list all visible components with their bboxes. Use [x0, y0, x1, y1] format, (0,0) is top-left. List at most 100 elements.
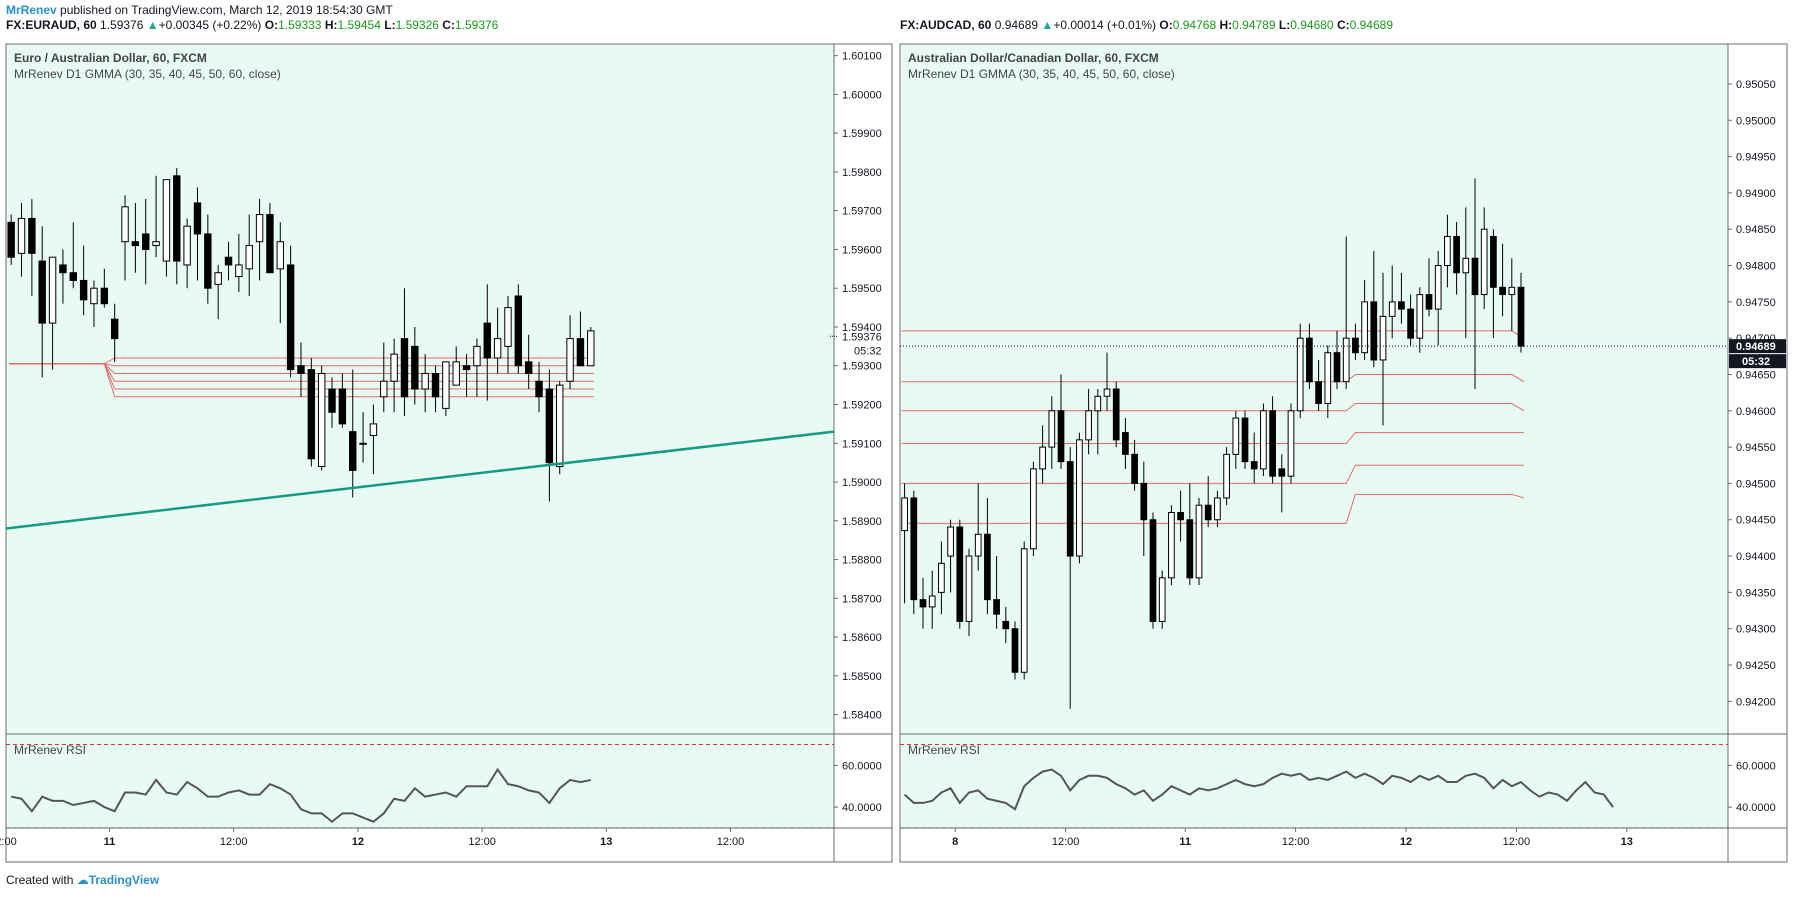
x-tick-label: 13 — [600, 836, 612, 848]
candle — [276, 241, 284, 270]
candle — [1490, 235, 1497, 288]
y-tick-label: 0.94600 — [1736, 406, 1776, 418]
charts-canvas[interactable]: 1.60100 1.60000 1.59900 1.59800 1.59700 1.596… — [0, 0, 1793, 870]
candle — [1149, 519, 1157, 622]
candle — [69, 272, 77, 281]
candle — [1085, 410, 1092, 441]
rsi-label: MrRenev RSI — [908, 743, 980, 757]
x-tick-label: 12:00 — [1282, 836, 1310, 848]
indicator-label: MrRenev D1 GMMA (30, 35, 40, 45, 50, 60,… — [14, 67, 281, 81]
gmma-line-1 — [901, 373, 1525, 383]
x-tick-label: 12:00 — [468, 836, 496, 848]
candle — [1223, 453, 1230, 499]
candle — [411, 345, 419, 390]
y-tick-label: 0.94800 — [1736, 261, 1776, 273]
candle — [1158, 577, 1166, 622]
candle — [17, 217, 26, 254]
y-tick-label: 1.59500 — [842, 283, 882, 295]
candle — [1480, 228, 1488, 296]
candle — [965, 555, 973, 622]
rsi-tick-label: 60.0000 — [842, 760, 882, 772]
candle — [421, 372, 429, 390]
candle — [1425, 294, 1433, 310]
candle — [1444, 235, 1451, 267]
x-tick-label: 12:00 — [220, 836, 248, 848]
candle — [131, 241, 140, 247]
candle — [1333, 352, 1341, 383]
y-tick-label: 1.58600 — [842, 632, 882, 644]
x-tick-label: 12:00 — [1503, 836, 1531, 848]
rsi-tick-label: 40.0000 — [842, 802, 882, 814]
y-tick-label: 1.59700 — [842, 206, 882, 218]
author-link[interactable]: MrRenev — [6, 3, 57, 17]
y-tick-label: 0.94250 — [1736, 660, 1776, 672]
candle — [1287, 410, 1295, 477]
candle — [956, 526, 964, 622]
candle — [297, 365, 305, 374]
left-symbol[interactable]: FX:EURAUD, 60 — [6, 18, 97, 32]
candle — [359, 442, 367, 445]
x-tick-label: 12:00 — [1052, 836, 1080, 848]
candle — [1094, 395, 1102, 412]
x-tick-label: 13 — [1621, 836, 1633, 848]
candle — [587, 330, 595, 367]
candle — [214, 272, 222, 285]
candle — [90, 287, 98, 305]
y-tick-label: 0.94200 — [1736, 696, 1776, 708]
indicator-label: MrRenev D1 GMMA (30, 35, 40, 45, 50, 60,… — [908, 67, 1175, 81]
candle — [183, 225, 191, 266]
gmma-line-4 — [901, 464, 1524, 484]
candle — [152, 241, 160, 247]
y-tick-label: 1.58900 — [842, 516, 882, 528]
x-tick-label: 8 — [952, 836, 958, 848]
y-tick-label: 1.58800 — [842, 555, 882, 567]
candle — [1168, 511, 1175, 579]
chart-title: Euro / Australian Dollar, 60, FXCM — [14, 51, 207, 65]
candle — [1250, 461, 1258, 470]
candle — [1020, 548, 1028, 673]
chart-pane-audcad: 0.95050 0.95000 0.94950 0.94900 0.94850 0.948… — [899, 43, 1788, 863]
countdown-label: 05:32 — [854, 345, 882, 357]
left-close: 1.59376 — [454, 18, 499, 32]
x-tick-label: 11 — [104, 836, 116, 848]
rsi-label: MrRenev RSI — [14, 743, 86, 757]
pane-border — [5, 43, 893, 863]
footer: Created with ☁TradingView — [6, 873, 159, 887]
candle — [1112, 388, 1120, 441]
candle — [380, 380, 388, 398]
gmma-line-5 — [9, 363, 594, 398]
candle — [38, 260, 46, 324]
candle — [1508, 286, 1516, 296]
chart-pane-euraud: 1.60100 1.60000 1.59900 1.59800 1.59700 1.596… — [0, 43, 893, 863]
candle — [947, 526, 954, 557]
tradingview-logo-icon[interactable]: ☁TradingView — [76, 873, 160, 887]
x-tick-label: 2:00 — [0, 836, 17, 848]
published-text: published on TradingView.com, March 12, … — [60, 3, 393, 17]
y-tick-label: 1.58500 — [842, 671, 882, 683]
candle — [442, 361, 450, 409]
candle — [504, 307, 512, 347]
candle — [1002, 620, 1010, 630]
y-tick-label: 0.94550 — [1736, 442, 1776, 454]
candle — [974, 533, 982, 557]
rsi-plot-background — [6, 734, 834, 828]
tradingview-brand[interactable]: TradingView — [88, 873, 160, 887]
candle — [514, 295, 523, 367]
chart-title: Australian Dollar/Canadian Dollar, 60, F… — [908, 51, 1159, 65]
candle — [390, 353, 398, 382]
candle — [100, 287, 109, 305]
y-tick-label: 0.94300 — [1736, 624, 1776, 636]
candle — [1177, 511, 1184, 521]
candle — [473, 345, 481, 367]
y-tick-label: 1.59300 — [842, 361, 882, 373]
right-price: 0.94689 — [994, 18, 1039, 32]
candle — [1122, 432, 1129, 455]
rsi-tick-label: 60.0000 — [1736, 760, 1776, 772]
candle — [286, 264, 295, 371]
candle — [328, 388, 336, 413]
left-high: 1.59454 — [337, 18, 381, 32]
candle — [1398, 301, 1405, 310]
right-symbol-header: FX:AUDCAD, 60 0.94689 ▲+0.00014 (+0.01%)… — [900, 18, 1394, 32]
right-symbol[interactable]: FX:AUDCAD, 60 — [900, 18, 992, 32]
candle — [1517, 286, 1525, 347]
